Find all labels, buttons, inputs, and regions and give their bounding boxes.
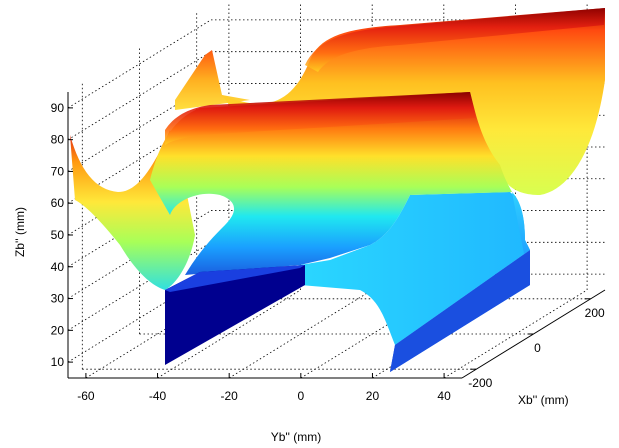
y-tick-label: 200 (585, 306, 605, 320)
z-tick-label: 40 (51, 260, 65, 274)
surface-right-wall-dark (390, 250, 530, 372)
z-tick-label: 10 (51, 355, 65, 369)
y-axis-label: Xb'' (mm) (518, 393, 569, 407)
x-axis-label: Yb'' (mm) (271, 430, 322, 444)
z-tick-label: 70 (51, 164, 65, 178)
surface-dark-block (165, 265, 305, 365)
x-tick-label: -20 (221, 389, 239, 403)
surface-cyan-floor (165, 192, 530, 345)
surface-mesh (70, 8, 605, 372)
z-tick-label: 80 (51, 133, 65, 147)
surface-front-crest (165, 92, 476, 145)
x-tick-label: -40 (149, 389, 167, 403)
z-tick-label: 20 (51, 323, 65, 337)
y-tick-label: 0 (534, 341, 541, 355)
z-tick-label: 50 (51, 228, 65, 242)
z-tick-label: 60 (51, 196, 65, 210)
z-tick-label: 90 (51, 101, 65, 115)
x-tick-label: 0 (297, 389, 304, 403)
z-tick-label: 30 (51, 292, 65, 306)
surface-dark-block-top (165, 265, 305, 292)
z-axis-label: Zb'' (mm) (13, 207, 27, 257)
surface-back-left (175, 50, 250, 110)
x-tick-label: 20 (366, 389, 380, 403)
x-tick-label: -60 (77, 389, 95, 403)
x-tick-label: 40 (437, 389, 451, 403)
surface-front-main (150, 92, 512, 275)
y-tick-label: -200 (468, 376, 492, 390)
surface-back-crest (305, 8, 605, 72)
